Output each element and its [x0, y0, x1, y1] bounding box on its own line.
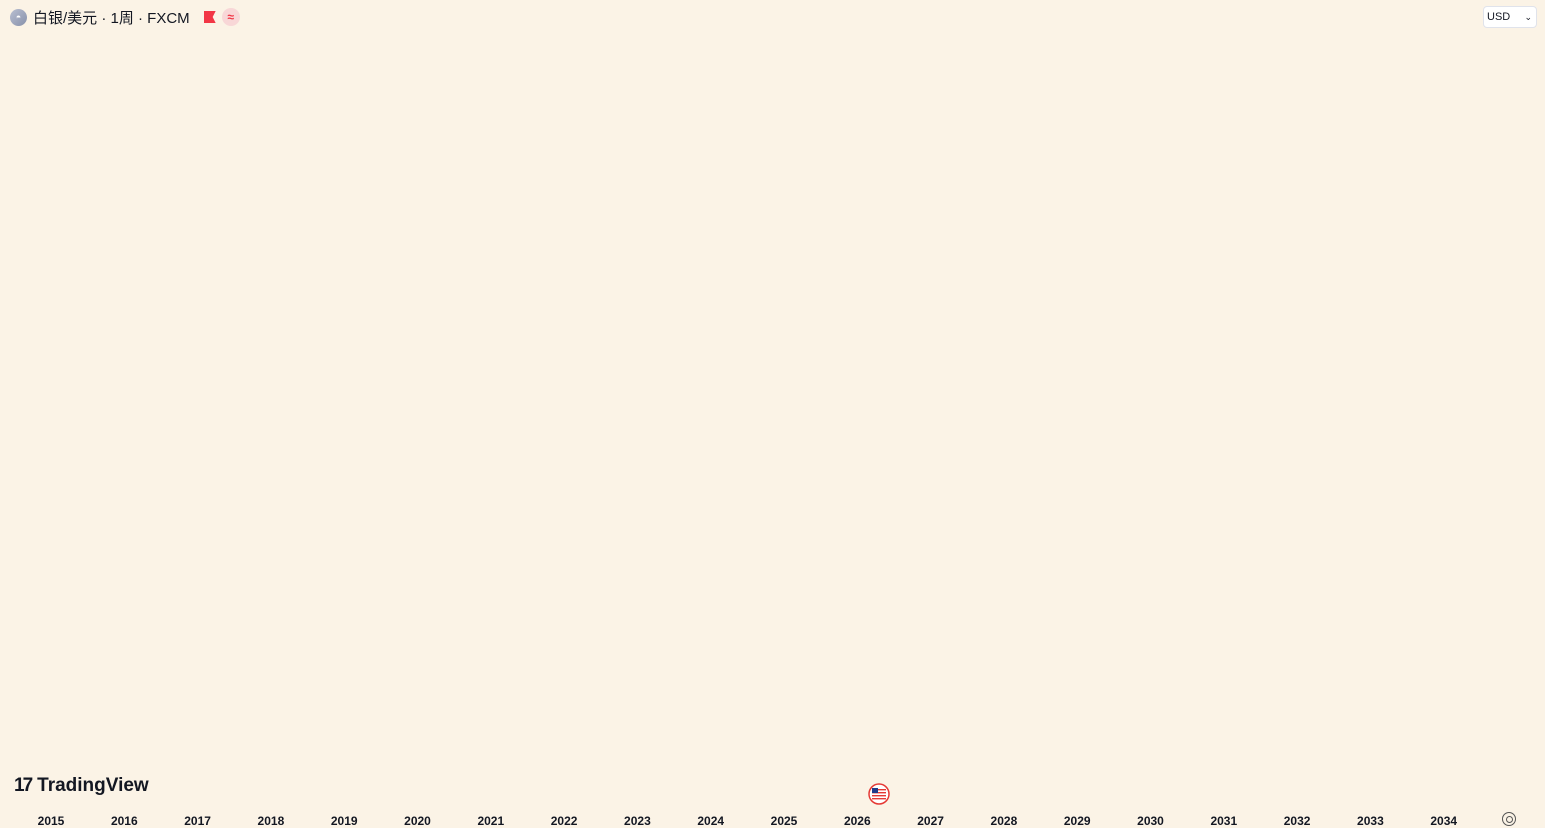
x-tick-label: 2023 [624, 814, 651, 828]
x-axis: 2015 2016 2017 2018 2019 2020 2021 2022 2023 2024… [38, 814, 1458, 828]
wave-icon[interactable]: ≈ [221, 8, 240, 26]
x-tick-label: 2029 [1064, 814, 1091, 828]
x-tick-label: 2019 [331, 814, 358, 828]
x-tick-label: 2017 [184, 814, 211, 828]
x-tick-label: 2020 [404, 814, 431, 828]
tradingview-logo[interactable]: 17 TradingView [14, 775, 149, 797]
x-tick-label: 2022 [551, 814, 578, 828]
x-tick-label: 2021 [477, 814, 504, 828]
tradingview-logo-icon: 17 [14, 775, 33, 796]
currency-selector[interactable]: USD ⌄ [1483, 6, 1537, 28]
x-tick-label: 2032 [1284, 814, 1311, 828]
x-tick-label: 2025 [771, 814, 798, 828]
us-flag-event-icon[interactable] [868, 783, 890, 805]
x-tick-label: 2016 [111, 814, 138, 828]
flag-icon[interactable] [203, 11, 216, 23]
logo-text: TradingView [37, 775, 149, 796]
symbol-logo-icon: ◓ [10, 8, 27, 26]
settings-gear-icon[interactable] [1502, 812, 1516, 826]
x-tick-label: 2028 [991, 814, 1018, 828]
symbol-header[interactable]: ◓ 白银/美元 · 1周 · FXCM ≈ [10, 6, 240, 28]
x-tick-label: 2024 [697, 814, 724, 828]
x-tick-label: 2015 [38, 814, 65, 828]
x-tick-label: 2030 [1137, 814, 1164, 828]
currency-value: USD [1487, 11, 1511, 23]
x-tick-label: 2027 [917, 814, 944, 828]
x-tick-label: 2033 [1357, 814, 1384, 828]
chevron-down-icon: ⌄ [1524, 11, 1532, 22]
events-layer[interactable] [868, 783, 890, 805]
x-tick-label: 2026 [844, 814, 871, 828]
price-axis[interactable] [1477, 0, 1545, 804]
x-tick-label: 2018 [258, 814, 285, 828]
x-tick-label: 2034 [1430, 814, 1457, 828]
x-tick-label: 2031 [1210, 814, 1237, 828]
symbol-title[interactable]: 白银/美元 · 1周 · FXCM [33, 9, 190, 27]
